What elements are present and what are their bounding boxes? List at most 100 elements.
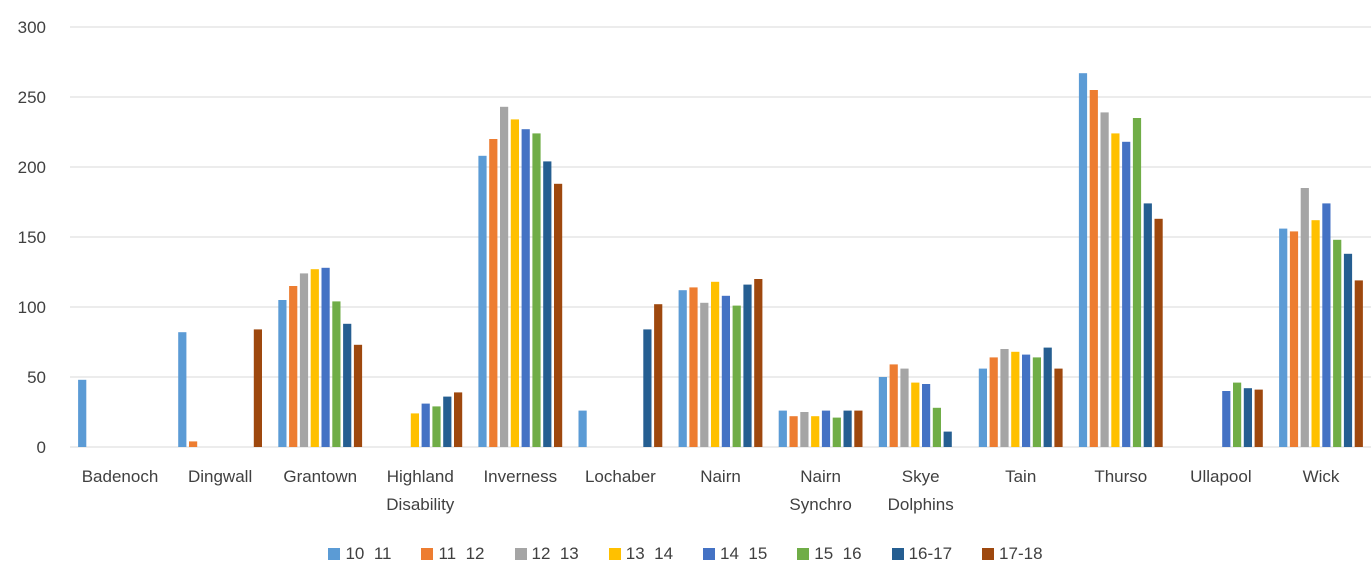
bar	[1143, 203, 1152, 447]
bar	[811, 416, 820, 447]
bar	[410, 413, 419, 447]
bar	[543, 161, 552, 447]
bar	[732, 305, 741, 447]
bar	[532, 133, 541, 447]
bar	[1311, 220, 1320, 447]
x-tick-label: Badenoch	[82, 467, 159, 486]
x-tick-label: Nairn Synchro	[789, 467, 851, 514]
bar	[332, 301, 341, 447]
legend-label: 17-18	[999, 544, 1043, 563]
bar	[854, 410, 863, 447]
legend-item: 16-17	[891, 544, 953, 564]
bars	[78, 73, 1363, 448]
bar	[432, 406, 441, 447]
legend: 10 11 11 12 12 13 13 14 14 15 15 16 16-17 17-18	[0, 544, 1371, 564]
bar	[843, 410, 852, 447]
bar	[900, 368, 909, 447]
x-tick-label: Thurso	[1094, 467, 1147, 486]
legend-label: 10 11	[345, 544, 392, 563]
x-tick-label: Skye Dolphins	[888, 467, 954, 514]
legend-item: 11 12	[421, 544, 485, 564]
legend-label: 16-17	[908, 544, 953, 563]
bar	[310, 269, 319, 447]
bar	[478, 155, 487, 448]
bar	[678, 290, 687, 447]
bar	[443, 396, 452, 447]
bar	[489, 139, 498, 447]
x-tick-label: Tain	[1005, 467, 1036, 486]
bar	[989, 357, 998, 447]
bar	[421, 403, 430, 447]
bar-chart-plot: 0 50 100 150 200 250 300 Badenoch Dingwall Grant…	[18, 18, 1371, 514]
bar	[1254, 389, 1263, 447]
y-tick-label: 100	[18, 298, 46, 317]
legend-swatch	[421, 548, 434, 560]
bar	[700, 302, 709, 447]
y-tick-label: 50	[27, 368, 46, 387]
gridlines	[70, 26, 1371, 448]
legend-item: 14 15	[703, 544, 767, 564]
y-tick-label: 250	[18, 88, 46, 107]
bar	[889, 364, 898, 447]
legend-swatch	[982, 548, 995, 560]
bar	[1054, 368, 1063, 447]
bar	[289, 286, 298, 447]
bar	[643, 329, 652, 447]
bar	[878, 377, 887, 447]
bar	[1243, 388, 1252, 447]
bar	[178, 332, 187, 447]
bar	[1333, 239, 1342, 447]
bar	[521, 129, 530, 447]
bar	[189, 441, 198, 447]
bar	[78, 379, 87, 447]
bar	[1078, 73, 1088, 447]
bar	[278, 300, 287, 447]
bar	[821, 410, 831, 447]
y-tick-label: 200	[18, 158, 46, 177]
bar	[654, 304, 663, 447]
bar	[454, 392, 463, 447]
bar	[1111, 133, 1120, 447]
legend-swatch	[703, 548, 716, 560]
legend-item: 12 13	[514, 544, 579, 564]
bar	[1279, 228, 1288, 447]
legend-swatch	[608, 548, 621, 560]
x-tick-label: Lochaber	[585, 467, 656, 486]
bar	[253, 329, 262, 447]
bar	[1154, 218, 1163, 447]
bar	[978, 368, 987, 447]
bar	[721, 295, 730, 447]
bar	[510, 119, 519, 448]
x-tick-label: Dingwall	[188, 467, 252, 486]
legend-item: 10 11	[328, 544, 391, 564]
y-tick-label: 150	[18, 228, 46, 247]
bar	[800, 412, 809, 447]
bar	[932, 407, 941, 447]
bar	[1289, 231, 1299, 447]
bar	[1322, 203, 1331, 447]
legend-item: 13 14	[608, 544, 673, 564]
bar	[1122, 141, 1131, 448]
x-tick-label: Ullapool	[1190, 467, 1251, 486]
bar	[943, 431, 952, 447]
bar	[500, 106, 509, 448]
bar	[1022, 354, 1031, 447]
legend-item: 15 16	[797, 544, 862, 564]
y-axis-tick-labels: 0 50 100 150 200 250 300	[18, 18, 46, 457]
bar	[1032, 357, 1041, 447]
bar	[789, 416, 798, 447]
y-tick-label: 300	[18, 18, 46, 37]
bar	[1343, 253, 1353, 447]
bar	[1233, 382, 1242, 447]
bar	[299, 273, 309, 447]
x-axis-category-labels: Badenoch Dingwall Grantown Highland Disabili…	[82, 467, 1340, 514]
bar	[911, 382, 920, 447]
bar	[1300, 188, 1309, 447]
bar	[1132, 118, 1142, 447]
x-tick-label: Highland Disability	[386, 467, 455, 514]
bar	[778, 410, 787, 447]
bar	[922, 384, 931, 447]
legend-swatch	[891, 548, 904, 560]
legend-swatch	[514, 548, 527, 560]
